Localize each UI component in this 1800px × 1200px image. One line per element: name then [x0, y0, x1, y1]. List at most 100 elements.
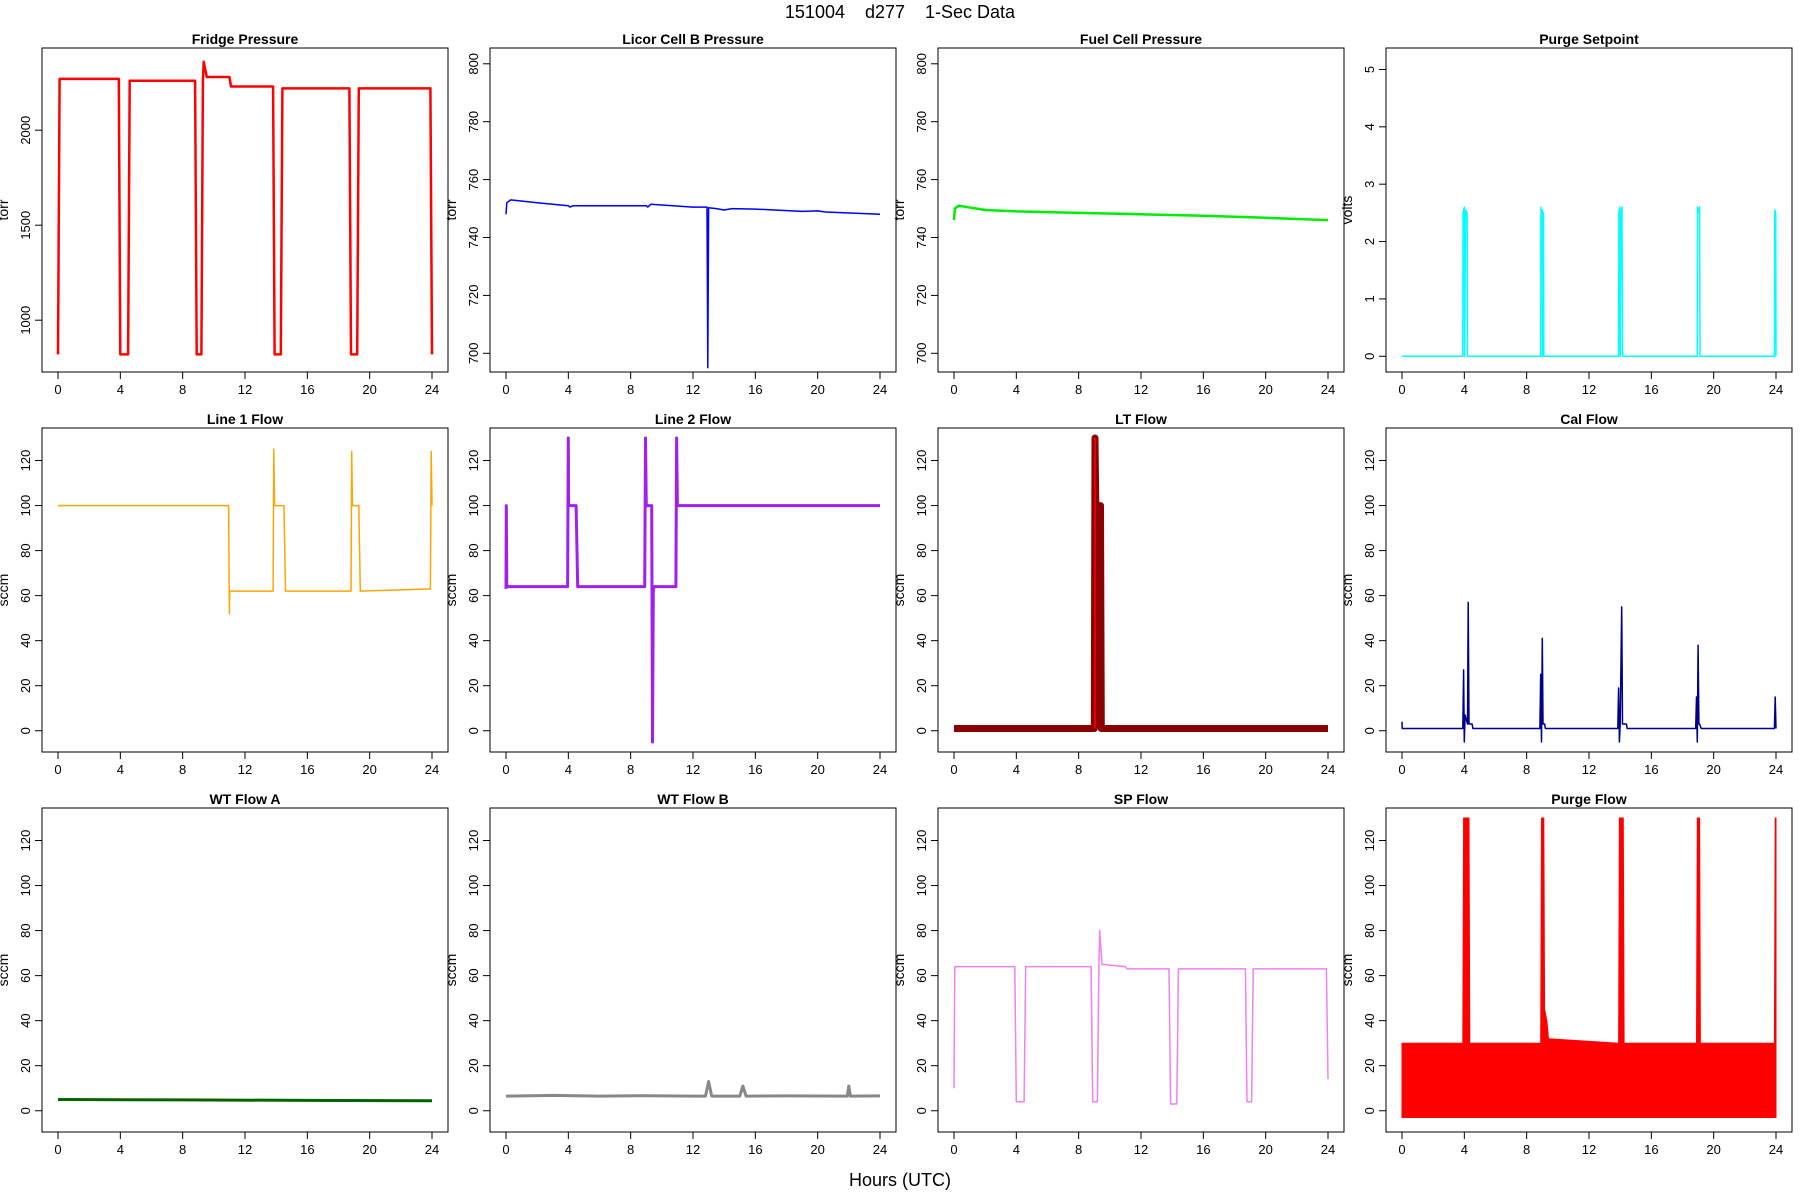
y-tick-label: 60 — [1362, 588, 1377, 602]
y-tick-label: 60 — [914, 588, 929, 602]
x-tick-label: 4 — [117, 382, 124, 397]
panel-2: Licor Cell B Pressure torr 0 4 8 12 16 20 24 700 7… — [443, 31, 897, 397]
x-tick-label: 16 — [1644, 382, 1658, 397]
y-tick-label: 100 — [466, 495, 481, 517]
panel-title: Line 1 Flow — [207, 411, 283, 427]
y-tick-label: 120 — [18, 450, 33, 472]
y-tick-label: 20 — [18, 678, 33, 692]
x-tick-label: 16 — [1644, 762, 1658, 777]
x-tick-label: 24 — [873, 382, 887, 397]
y-axis-label: sccm — [1339, 574, 1355, 607]
y-tick-label: 0 — [466, 1107, 481, 1114]
x-tick-label: 12 — [1582, 1142, 1596, 1157]
x-tick-label: 4 — [1013, 762, 1020, 777]
y-tick-label: 720 — [914, 285, 929, 307]
y-tick-label: 100 — [466, 875, 481, 897]
y-tick-label: 60 — [466, 588, 481, 602]
y-tick-label: 800 — [914, 53, 929, 75]
x-tick-label: 0 — [1398, 1142, 1405, 1157]
x-tick-label: 4 — [565, 1142, 572, 1157]
plot-frame — [937, 807, 1345, 1133]
y-tick-label: 60 — [18, 968, 33, 982]
y-tick-label: 1 — [1362, 295, 1377, 302]
panel-title: Fridge Pressure — [192, 31, 299, 47]
x-tick-label: 16 — [748, 762, 762, 777]
panel-5: Line 1 Flow sccm 0 4 8 12 16 20 24 0 20 40 60 80 100 12… — [0, 411, 449, 777]
y-tick-label: 120 — [18, 830, 33, 852]
y-axis-label: sccm — [443, 954, 459, 987]
x-tick-label: 4 — [1461, 1142, 1468, 1157]
x-tick-label: 20 — [810, 1142, 824, 1157]
panel-title: WT Flow B — [657, 791, 729, 807]
y-tick-label: 20 — [466, 678, 481, 692]
y-tick-label: 1500 — [18, 211, 33, 240]
x-tick-label: 20 — [362, 762, 376, 777]
panel-title: SP Flow — [1114, 791, 1168, 807]
x-tick-label: 4 — [565, 762, 572, 777]
x-tick-label: 24 — [1769, 1142, 1783, 1157]
plot-frame — [41, 807, 449, 1133]
y-axis-label: sccm — [1339, 954, 1355, 987]
panel-title: Fuel Cell Pressure — [1080, 31, 1202, 47]
x-tick-label: 24 — [873, 1142, 887, 1157]
x-tick-label: 24 — [1321, 762, 1335, 777]
x-tick-label: 20 — [810, 382, 824, 397]
y-tick-label: 120 — [914, 830, 929, 852]
panel-title: Line 2 Flow — [655, 411, 731, 427]
x-tick-label: 20 — [810, 762, 824, 777]
y-tick-label: 40 — [18, 633, 33, 647]
x-tick-label: 4 — [1461, 382, 1468, 397]
x-tick-label: 12 — [1134, 1142, 1148, 1157]
x-tick-label: 20 — [362, 382, 376, 397]
series-line — [58, 448, 433, 615]
y-tick-label: 0 — [18, 1107, 33, 1114]
panel-title: Purge Flow — [1551, 791, 1627, 807]
x-tick-label: 20 — [362, 1142, 376, 1157]
x-tick-label: 20 — [1258, 762, 1272, 777]
x-tick-label: 8 — [627, 382, 634, 397]
y-tick-label: 740 — [914, 227, 929, 249]
x-tick-label: 4 — [565, 382, 572, 397]
y-tick-label: 80 — [466, 543, 481, 557]
x-tick-label: 8 — [1523, 1142, 1530, 1157]
x-tick-label: 8 — [1523, 762, 1530, 777]
y-tick-label: 0 — [466, 727, 481, 734]
panel-3: Fuel Cell Pressure torr 0 4 8 12 16 20 24 700 720 7… — [891, 31, 1345, 397]
y-tick-label: 60 — [466, 968, 481, 982]
y-tick-label: 0 — [1362, 727, 1377, 734]
x-tick-label: 4 — [1461, 762, 1468, 777]
panel-1: Fridge Pressure torr 0 4 8 12 16 20 24 1000 1500 20… — [0, 31, 449, 397]
y-tick-label: 100 — [18, 875, 33, 897]
y-tick-label: 80 — [18, 543, 33, 557]
y-axis-label: sccm — [443, 574, 459, 607]
x-tick-label: 8 — [1075, 762, 1082, 777]
plot-frame — [489, 427, 897, 753]
y-tick-label: 80 — [18, 923, 33, 937]
x-tick-label: 0 — [502, 1142, 509, 1157]
y-tick-label: 20 — [18, 1058, 33, 1072]
x-tick-label: 0 — [502, 382, 509, 397]
series-line — [1401, 601, 1777, 743]
y-tick-label: 760 — [466, 169, 481, 191]
y-tick-label: 60 — [1362, 968, 1377, 982]
panel-title: Cal Flow — [1560, 411, 1618, 427]
panel-title: WT Flow A — [209, 791, 280, 807]
y-tick-label: 800 — [466, 53, 481, 75]
y-tick-label: 100 — [1362, 875, 1377, 897]
x-tick-label: 0 — [1398, 382, 1405, 397]
series-line — [1402, 206, 1777, 358]
x-tick-label: 0 — [1398, 762, 1405, 777]
y-tick-label: 40 — [466, 1013, 481, 1027]
series-line — [953, 929, 1329, 1105]
x-tick-label: 12 — [1582, 382, 1596, 397]
series-line — [504, 436, 880, 744]
x-tick-label: 0 — [54, 1142, 61, 1157]
y-tick-label: 20 — [914, 678, 929, 692]
y-tick-label: 80 — [466, 923, 481, 937]
x-tick-label: 16 — [748, 1142, 762, 1157]
y-tick-label: 0 — [914, 1107, 929, 1114]
series-area — [1401, 817, 1777, 1118]
plot-frame — [1385, 427, 1793, 753]
panel-6: Line 2 Flow sccm 0 4 8 12 16 20 24 0 20 40 60 80 100 12… — [443, 411, 897, 777]
x-tick-label: 24 — [425, 1142, 439, 1157]
